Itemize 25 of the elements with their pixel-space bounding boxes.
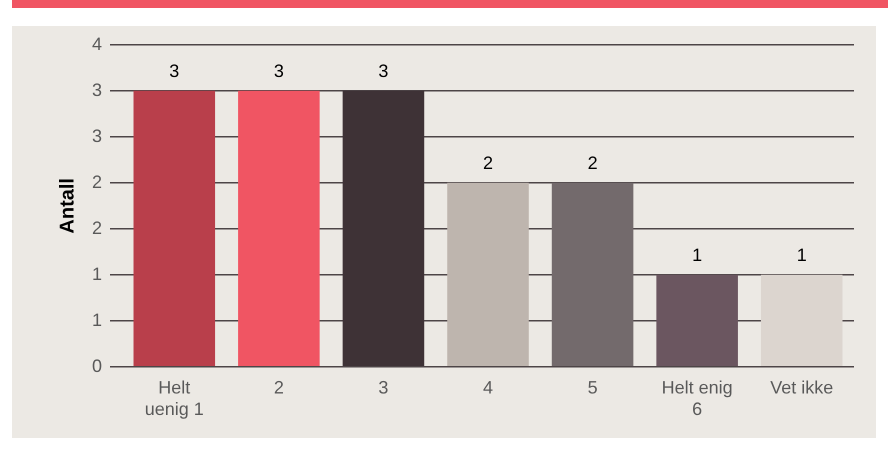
y-tick-label: 1 [92, 310, 102, 330]
category-label: Helt [158, 378, 190, 398]
y-tick-label: 2 [92, 172, 102, 192]
category-label: 6 [692, 399, 702, 420]
x-tick-label: 4 [483, 378, 494, 398]
y-tick-label: 3 [92, 80, 102, 100]
y-tick-label: 0 [92, 356, 102, 376]
data-label: 3 [169, 60, 180, 81]
data-label: 3 [378, 60, 388, 81]
data-label: 2 [588, 152, 598, 173]
data-label: 3 [274, 60, 284, 81]
x-tick-label: 2 [274, 378, 284, 398]
y-tick-label: 1 [92, 264, 102, 284]
y-tick-label: 4 [92, 34, 102, 54]
data-label: 2 [483, 152, 494, 173]
y-tick-label: 2 [92, 218, 102, 238]
y-axis-title: Antall [56, 178, 79, 234]
x-tick-label: Vet ikke [770, 378, 834, 398]
x-tick-label: 3 [378, 378, 388, 398]
category-label: uenig 1 [144, 399, 204, 420]
category-label: Helt enig [662, 378, 733, 398]
x-tick-label: 5 [588, 378, 598, 398]
data-label: 1 [796, 244, 807, 265]
y-tick-label: 3 [92, 126, 102, 146]
data-label: 1 [692, 244, 702, 265]
